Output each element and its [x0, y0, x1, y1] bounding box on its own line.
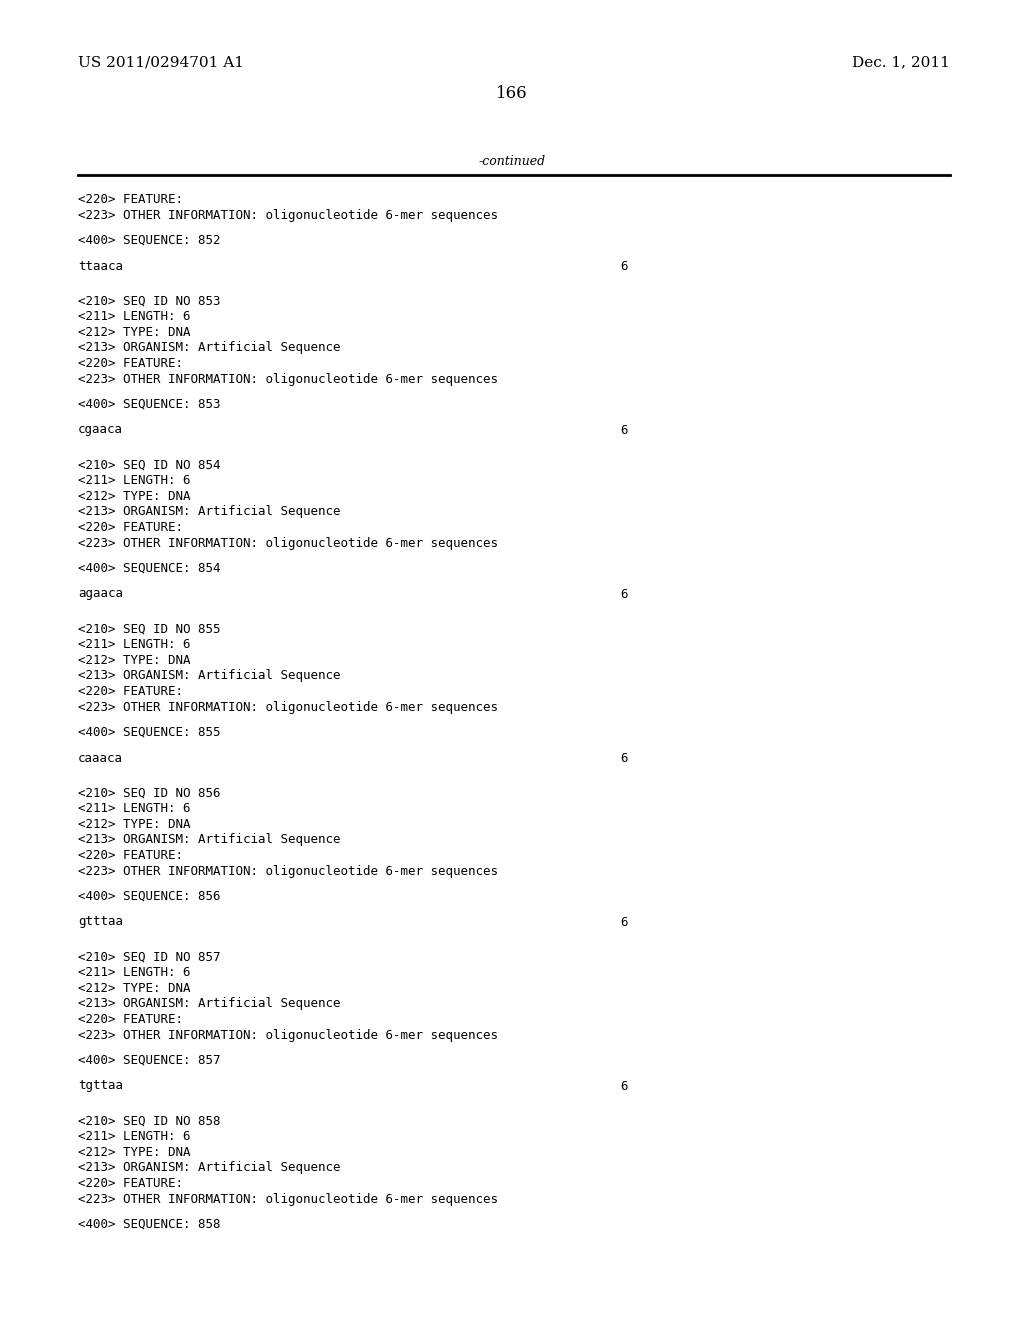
- Text: <213> ORGANISM: Artificial Sequence: <213> ORGANISM: Artificial Sequence: [78, 1162, 341, 1175]
- Text: <220> FEATURE:: <220> FEATURE:: [78, 685, 183, 698]
- Text: <212> TYPE: DNA: <212> TYPE: DNA: [78, 653, 190, 667]
- Text: ttaaca: ttaaca: [78, 260, 123, 272]
- Text: <211> LENGTH: 6: <211> LENGTH: 6: [78, 1130, 190, 1143]
- Text: <210> SEQ ID NO 856: <210> SEQ ID NO 856: [78, 787, 220, 800]
- Text: <212> TYPE: DNA: <212> TYPE: DNA: [78, 1146, 190, 1159]
- Text: Dec. 1, 2011: Dec. 1, 2011: [852, 55, 950, 69]
- Text: <400> SEQUENCE: 858: <400> SEQUENCE: 858: [78, 1218, 220, 1232]
- Text: -continued: -continued: [478, 154, 546, 168]
- Text: <211> LENGTH: 6: <211> LENGTH: 6: [78, 639, 190, 652]
- Text: <210> SEQ ID NO 857: <210> SEQ ID NO 857: [78, 950, 220, 964]
- Text: 6: 6: [620, 424, 628, 437]
- Text: <212> TYPE: DNA: <212> TYPE: DNA: [78, 326, 190, 339]
- Text: <223> OTHER INFORMATION: oligonucleotide 6-mer sequences: <223> OTHER INFORMATION: oligonucleotide…: [78, 209, 498, 222]
- Text: <210> SEQ ID NO 853: <210> SEQ ID NO 853: [78, 294, 220, 308]
- Text: <220> FEATURE:: <220> FEATURE:: [78, 849, 183, 862]
- Text: <213> ORGANISM: Artificial Sequence: <213> ORGANISM: Artificial Sequence: [78, 506, 341, 519]
- Text: <400> SEQUENCE: 853: <400> SEQUENCE: 853: [78, 399, 220, 411]
- Text: <400> SEQUENCE: 852: <400> SEQUENCE: 852: [78, 234, 220, 247]
- Text: <212> TYPE: DNA: <212> TYPE: DNA: [78, 818, 190, 832]
- Text: <213> ORGANISM: Artificial Sequence: <213> ORGANISM: Artificial Sequence: [78, 998, 341, 1011]
- Text: <211> LENGTH: 6: <211> LENGTH: 6: [78, 474, 190, 487]
- Text: <223> OTHER INFORMATION: oligonucleotide 6-mer sequences: <223> OTHER INFORMATION: oligonucleotide…: [78, 1192, 498, 1205]
- Text: 6: 6: [620, 751, 628, 764]
- Text: US 2011/0294701 A1: US 2011/0294701 A1: [78, 55, 244, 69]
- Text: <211> LENGTH: 6: <211> LENGTH: 6: [78, 310, 190, 323]
- Text: <212> TYPE: DNA: <212> TYPE: DNA: [78, 982, 190, 995]
- Text: <400> SEQUENCE: 856: <400> SEQUENCE: 856: [78, 890, 220, 903]
- Text: 6: 6: [620, 587, 628, 601]
- Text: tgttaa: tgttaa: [78, 1080, 123, 1093]
- Text: <210> SEQ ID NO 858: <210> SEQ ID NO 858: [78, 1115, 220, 1129]
- Text: <400> SEQUENCE: 855: <400> SEQUENCE: 855: [78, 726, 220, 739]
- Text: agaaca: agaaca: [78, 587, 123, 601]
- Text: <212> TYPE: DNA: <212> TYPE: DNA: [78, 490, 190, 503]
- Text: <223> OTHER INFORMATION: oligonucleotide 6-mer sequences: <223> OTHER INFORMATION: oligonucleotide…: [78, 536, 498, 549]
- Text: <213> ORGANISM: Artificial Sequence: <213> ORGANISM: Artificial Sequence: [78, 342, 341, 355]
- Text: 166: 166: [497, 84, 527, 102]
- Text: <223> OTHER INFORMATION: oligonucleotide 6-mer sequences: <223> OTHER INFORMATION: oligonucleotide…: [78, 701, 498, 714]
- Text: <210> SEQ ID NO 854: <210> SEQ ID NO 854: [78, 459, 220, 473]
- Text: <220> FEATURE:: <220> FEATURE:: [78, 1177, 183, 1191]
- Text: <220> FEATURE:: <220> FEATURE:: [78, 1012, 183, 1026]
- Text: cgaaca: cgaaca: [78, 424, 123, 437]
- Text: <211> LENGTH: 6: <211> LENGTH: 6: [78, 966, 190, 979]
- Text: <211> LENGTH: 6: <211> LENGTH: 6: [78, 803, 190, 816]
- Text: <223> OTHER INFORMATION: oligonucleotide 6-mer sequences: <223> OTHER INFORMATION: oligonucleotide…: [78, 865, 498, 878]
- Text: caaaca: caaaca: [78, 751, 123, 764]
- Text: <400> SEQUENCE: 854: <400> SEQUENCE: 854: [78, 562, 220, 576]
- Text: <223> OTHER INFORMATION: oligonucleotide 6-mer sequences: <223> OTHER INFORMATION: oligonucleotide…: [78, 372, 498, 385]
- Text: <220> FEATURE:: <220> FEATURE:: [78, 193, 183, 206]
- Text: <220> FEATURE:: <220> FEATURE:: [78, 521, 183, 535]
- Text: 6: 6: [620, 916, 628, 928]
- Text: 6: 6: [620, 1080, 628, 1093]
- Text: <213> ORGANISM: Artificial Sequence: <213> ORGANISM: Artificial Sequence: [78, 669, 341, 682]
- Text: <210> SEQ ID NO 855: <210> SEQ ID NO 855: [78, 623, 220, 636]
- Text: <213> ORGANISM: Artificial Sequence: <213> ORGANISM: Artificial Sequence: [78, 833, 341, 846]
- Text: gtttaa: gtttaa: [78, 916, 123, 928]
- Text: <400> SEQUENCE: 857: <400> SEQUENCE: 857: [78, 1053, 220, 1067]
- Text: <220> FEATURE:: <220> FEATURE:: [78, 356, 183, 370]
- Text: <223> OTHER INFORMATION: oligonucleotide 6-mer sequences: <223> OTHER INFORMATION: oligonucleotide…: [78, 1028, 498, 1041]
- Text: 6: 6: [620, 260, 628, 272]
